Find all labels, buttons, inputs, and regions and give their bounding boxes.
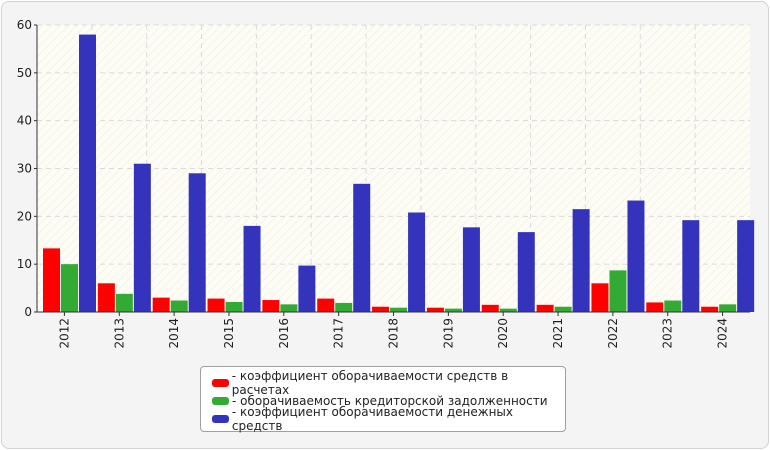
bar (353, 183, 371, 312)
bar (170, 300, 188, 312)
bar (737, 220, 755, 312)
x-tick-label: 2013 (112, 318, 126, 349)
bar (207, 298, 225, 312)
legend-label: - коэффициент оборачиваемости средств в … (231, 369, 509, 397)
y-tick-label: 0 (24, 305, 32, 319)
bars (43, 34, 755, 313)
y-tick-label: 50 (17, 66, 32, 80)
bar (317, 298, 335, 312)
bar (719, 304, 737, 312)
y-tick-label: 30 (17, 162, 32, 176)
x-tick-label: 2018 (387, 318, 401, 349)
x-tick-label: 2023 (661, 318, 675, 349)
x-tick-label: 2019 (441, 318, 455, 349)
bar (701, 306, 719, 312)
bar (243, 225, 261, 312)
bar (79, 34, 96, 313)
legend-item: - коэффициент оборачиваемости денежных с… (212, 405, 565, 433)
bar (627, 200, 645, 312)
bar (298, 265, 316, 312)
x-tick-label: 2014 (167, 318, 181, 349)
bar (97, 283, 115, 312)
gridlines (37, 24, 750, 312)
y-tick-labels: 0 10 20 30 40 50 60 (17, 18, 32, 319)
bar (115, 293, 133, 312)
legend-label: - оборачиваемость кредиторской задолженн… (232, 394, 548, 408)
bar (390, 307, 408, 312)
bar (335, 302, 353, 312)
bar (646, 302, 664, 312)
x-tick-label: 2012 (57, 318, 71, 349)
bar (262, 300, 280, 312)
x-tick-label: 2020 (496, 318, 510, 349)
y-tick-label: 10 (17, 257, 32, 271)
bar (462, 227, 480, 312)
bar (682, 220, 700, 312)
legend-swatch-blue (212, 415, 229, 423)
legend-label: - коэффициент оборачиваемости денежных с… (231, 405, 514, 433)
bar (499, 308, 517, 312)
x-tick-label: 2015 (222, 318, 236, 349)
x-tick-label: 2017 (332, 318, 346, 349)
bar (188, 173, 206, 312)
bar (481, 304, 499, 312)
bar (225, 301, 243, 312)
bar (43, 248, 60, 312)
bar (591, 283, 609, 312)
bar (554, 306, 572, 312)
y-tick-label: 40 (17, 114, 32, 128)
bar (152, 297, 170, 312)
bar (664, 300, 682, 312)
bar (372, 306, 390, 312)
legend-swatch-green (212, 397, 229, 405)
legend: - коэффициент оборачиваемости средств в … (200, 366, 566, 433)
bar (408, 212, 426, 312)
legend-swatch-red (212, 379, 229, 387)
bar (61, 264, 78, 312)
y-tick-label: 20 (17, 209, 32, 223)
legend-item: - коэффициент оборачиваемости средств в … (212, 369, 565, 397)
bar (133, 163, 151, 312)
bar (280, 304, 298, 312)
legend-item: - оборачиваемость кредиторской задолженн… (212, 392, 565, 410)
x-tick-label: 2022 (606, 318, 620, 349)
x-tick-labels: 2012 2013 2014 2015 2016 2017 2018 2019 2020 2021… (57, 318, 729, 349)
bar (609, 270, 627, 312)
bar (572, 209, 590, 312)
axes (34, 24, 750, 316)
bar (517, 232, 535, 312)
x-tick-label: 2021 (551, 318, 565, 349)
x-tick-label: 2016 (277, 318, 291, 349)
bar (444, 308, 462, 312)
bar (536, 304, 554, 312)
bar (426, 307, 444, 312)
x-tick-label: 2024 (716, 318, 730, 349)
y-tick-label: 60 (17, 18, 32, 32)
